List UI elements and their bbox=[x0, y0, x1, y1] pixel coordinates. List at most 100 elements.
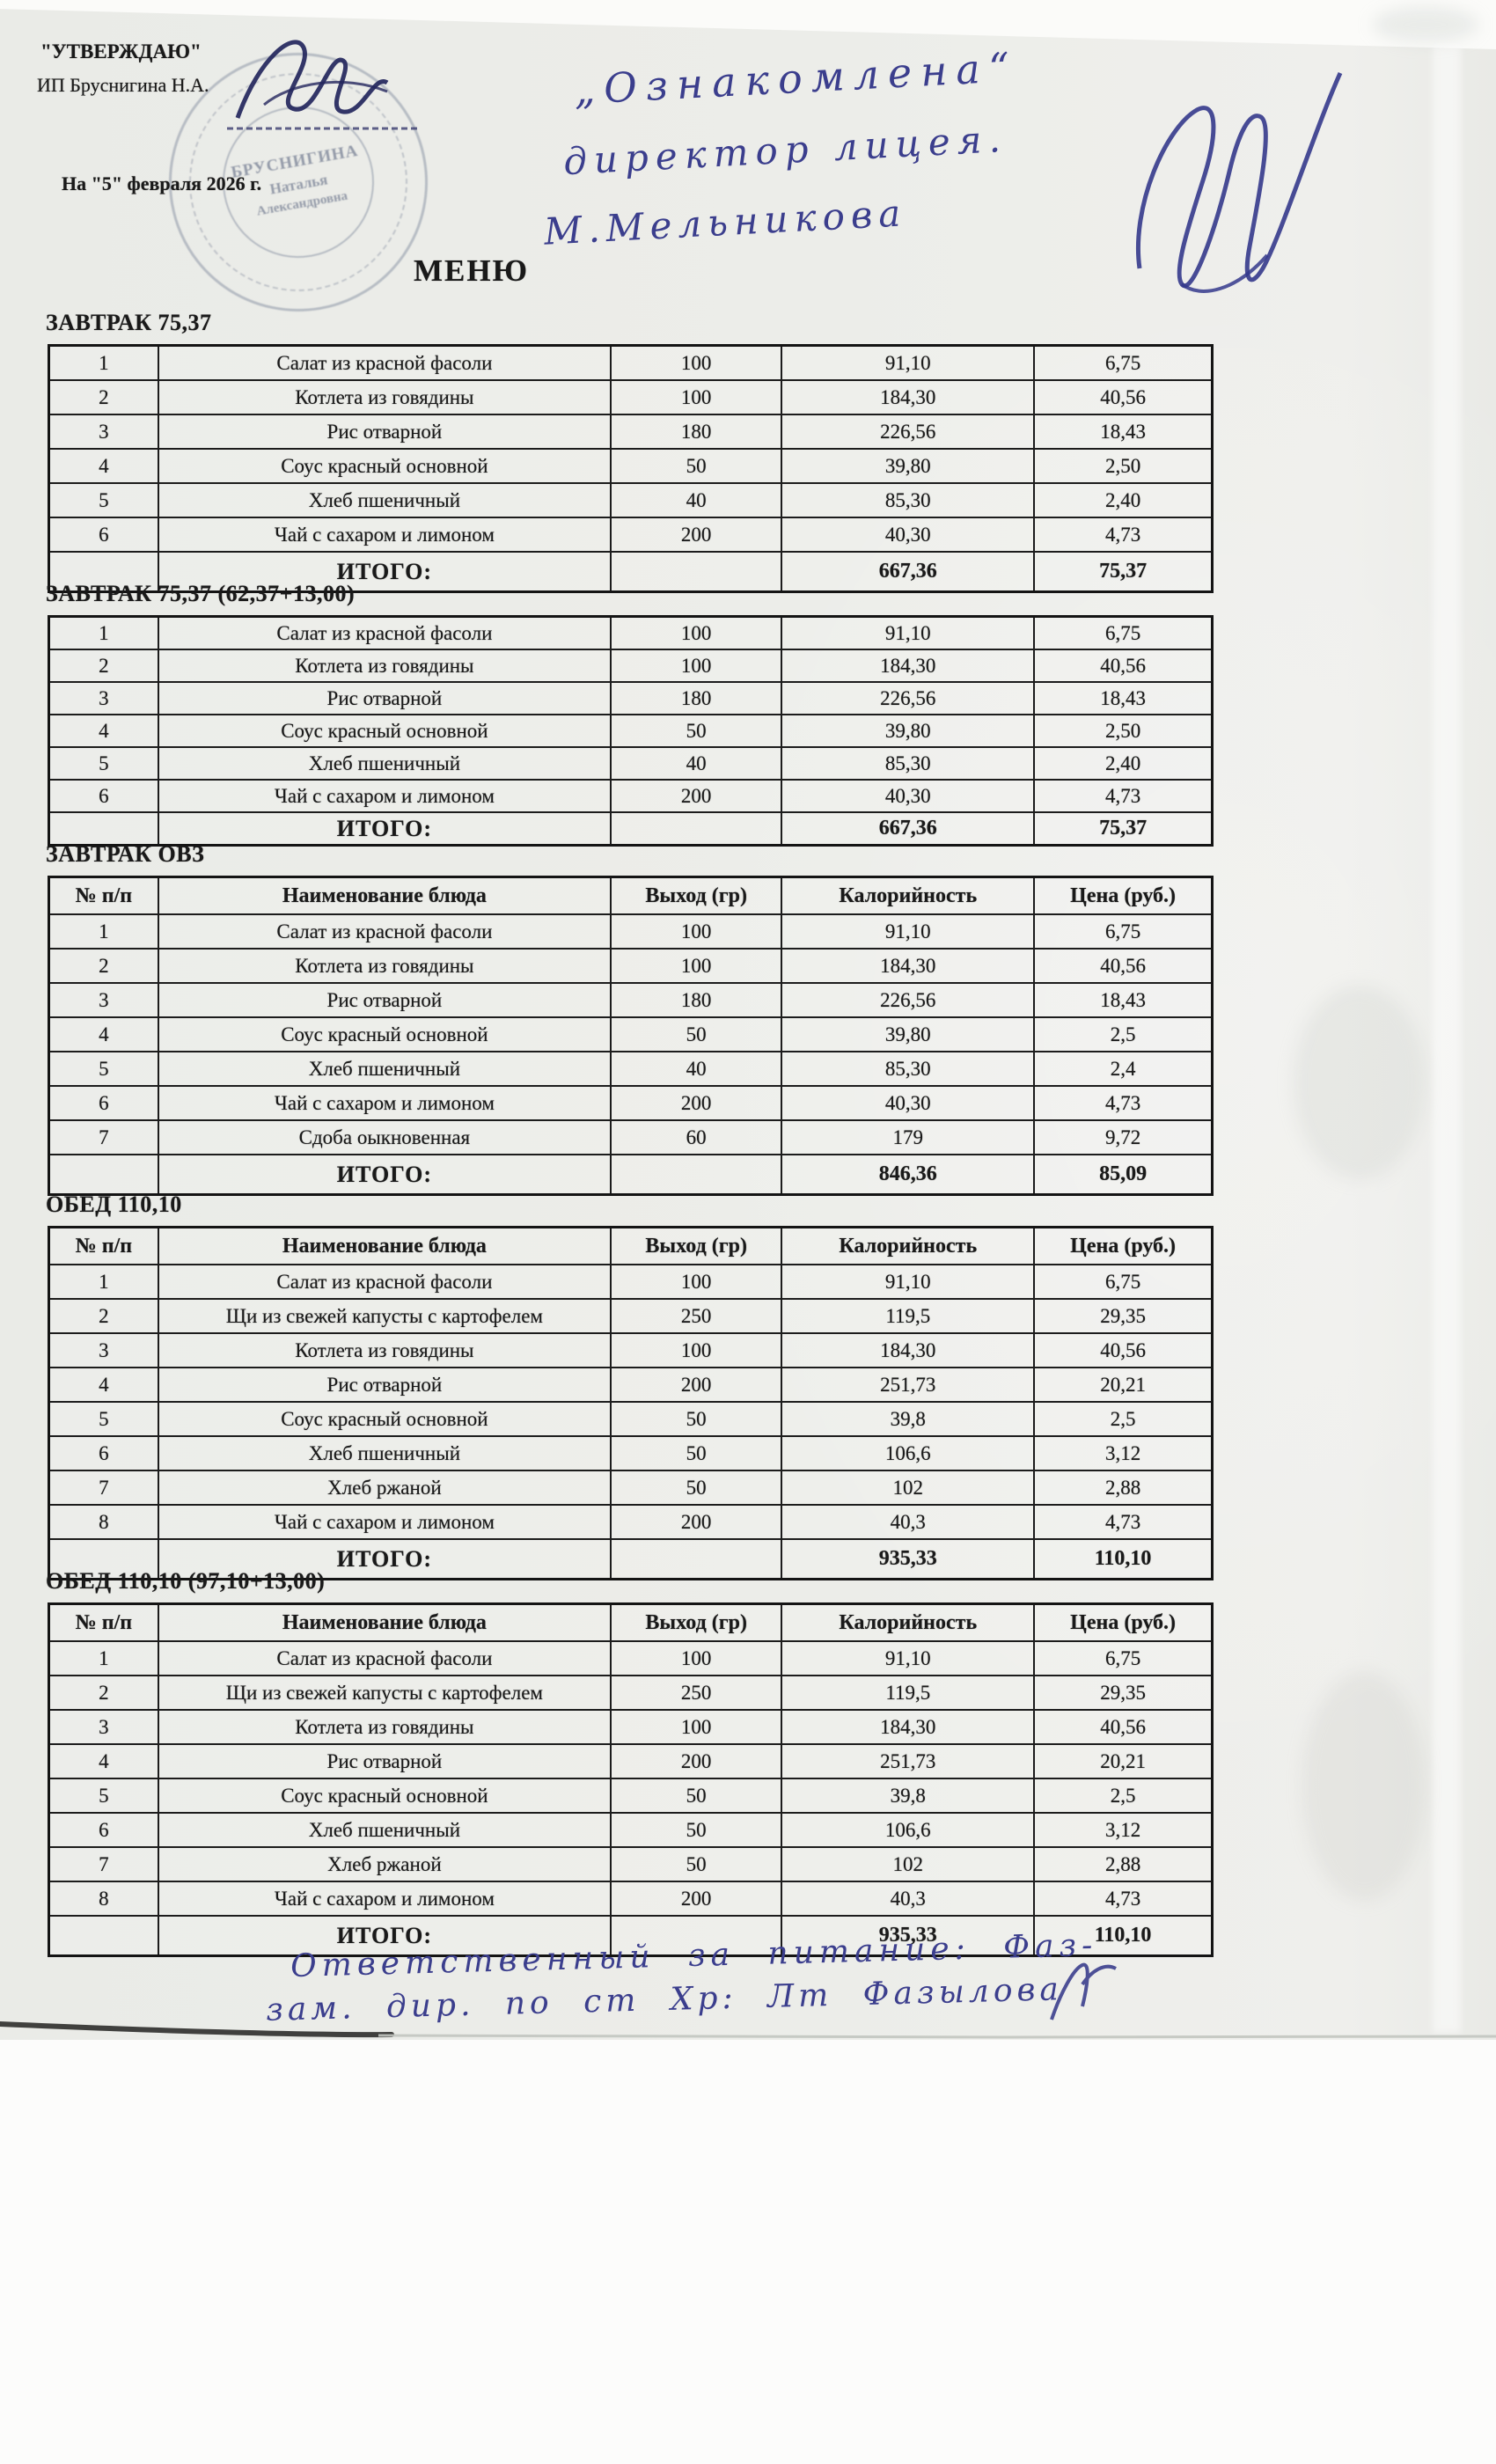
table-cell: Салат из красной фасоли bbox=[157, 344, 612, 381]
table-cell: Чай с сахаром и лимоном bbox=[157, 517, 612, 553]
table-row: 5 Соус красный основной 50 39,8 2,5 bbox=[48, 1778, 1214, 1814]
table-cell: 39,80 bbox=[781, 714, 1036, 748]
scan-light-band bbox=[1433, 44, 1461, 2033]
table-row: 6 Хлеб пшеничный 50 106,6 3,12 bbox=[48, 1812, 1214, 1848]
table-cell: 2,40 bbox=[1033, 746, 1214, 781]
table-cell: 180 bbox=[610, 414, 783, 450]
total-cell: ИТОГО: bbox=[157, 811, 612, 847]
table-cell: 2 bbox=[48, 1298, 159, 1334]
table-row: 2 Щи из свежей капусты с картофелем 250 119… bbox=[48, 1675, 1214, 1711]
table-cell: 200 bbox=[610, 779, 783, 813]
table-cell: Соус красный основной bbox=[157, 1016, 612, 1052]
table-cell: 100 bbox=[610, 913, 783, 950]
table-row: 6 Хлеб пшеничный 50 106,6 3,12 bbox=[48, 1435, 1214, 1471]
table-cell: 91,10 bbox=[781, 344, 1036, 381]
total-cell: ИТОГО: bbox=[157, 1538, 612, 1580]
table-cell: Хлеб пшеничный bbox=[157, 1051, 612, 1087]
table-row: 1 Салат из красной фасоли 100 91,10 6,75 bbox=[48, 344, 1214, 381]
table-cell: Чай с сахаром и лимоном bbox=[157, 1881, 612, 1917]
empty-cell bbox=[610, 1154, 783, 1196]
table-cell: 1 bbox=[48, 1264, 159, 1300]
section-title: ЗАВТРАК 75,37 (62,37+13,00) bbox=[46, 581, 356, 606]
menu-section: ЗАВТРАК 75,37 (62,37+13,00) 1 Салат из кра… bbox=[44, 581, 1219, 847]
empty-cell bbox=[610, 811, 783, 847]
table-cell: 4,73 bbox=[1033, 1881, 1214, 1917]
table-row: 5 Соус красный основной 50 39,8 2,5 bbox=[48, 1401, 1214, 1437]
table-cell: 2,50 bbox=[1033, 448, 1214, 484]
table-cell: 6,75 bbox=[1033, 615, 1214, 650]
table-cell: 226,56 bbox=[781, 681, 1036, 715]
table-cell: Рис отварной bbox=[157, 1367, 612, 1403]
table-cell: 100 bbox=[610, 344, 783, 381]
table-cell: 4 bbox=[48, 1743, 159, 1779]
table-row: 6 Чай с сахаром и лимоном 200 40,30 4,73 bbox=[48, 1085, 1214, 1121]
table-cell: 100 bbox=[610, 1640, 783, 1676]
table-cell: 5 bbox=[48, 746, 159, 781]
table-row: 4 Рис отварной 200 251,73 20,21 bbox=[48, 1367, 1214, 1403]
table-cell: 40,30 bbox=[781, 1085, 1036, 1121]
menu-table: № п/п Наименование блюда Выход (гр) Калорий… bbox=[48, 1602, 1214, 1957]
scan-smudge bbox=[1373, 7, 1478, 42]
total-cell: 110,10 bbox=[1033, 1915, 1214, 1957]
table-cell: 4,73 bbox=[1033, 1504, 1214, 1540]
table-cell: Хлеб ржаной bbox=[157, 1470, 612, 1506]
total-cell: ИТОГО: bbox=[157, 551, 612, 593]
table-cell: Рис отварной bbox=[157, 681, 612, 715]
table-cell: 184,30 bbox=[781, 649, 1036, 683]
table-cell: 250 bbox=[610, 1675, 783, 1711]
empty-cell bbox=[48, 811, 159, 847]
table-row: 1 Салат из красной фасоли 100 91,10 6,75 bbox=[48, 913, 1214, 950]
total-cell: 935,33 bbox=[781, 1538, 1036, 1580]
table-row: 4 Соус красный основной 50 39,80 2,50 bbox=[48, 714, 1214, 748]
table-row: 2 Котлета из говядины 100 184,30 40,56 bbox=[48, 379, 1214, 415]
table-row: 2 Котлета из говядины 100 184,30 40,56 bbox=[48, 649, 1214, 683]
total-row: ИТОГО: 935,33 110,10 bbox=[48, 1538, 1214, 1580]
table-cell: 119,5 bbox=[781, 1675, 1036, 1711]
table-cell: Соус красный основной bbox=[157, 1401, 612, 1437]
table-cell: 1 bbox=[48, 913, 159, 950]
table-cell: 50 bbox=[610, 1846, 783, 1882]
table-cell: 50 bbox=[610, 714, 783, 748]
approver-name: ИП Бруснигина Н.А. bbox=[37, 74, 209, 96]
total-cell: 110,10 bbox=[1033, 1538, 1214, 1580]
table-row: 1 Салат из красной фасоли 100 91,10 6,75 bbox=[48, 1264, 1214, 1300]
table-row: 3 Рис отварной 180 226,56 18,43 bbox=[48, 982, 1214, 1018]
empty-cell bbox=[48, 1154, 159, 1196]
table-cell: 2,88 bbox=[1033, 1846, 1214, 1882]
total-cell: 935,33 bbox=[781, 1915, 1036, 1957]
table-cell: 5 bbox=[48, 1778, 159, 1814]
column-header: Цена (руб.) bbox=[1033, 1226, 1214, 1265]
approve-label: "УТВЕРЖДАЮ" bbox=[40, 40, 202, 62]
table-cell: 7 bbox=[48, 1846, 159, 1882]
table-cell: 3 bbox=[48, 681, 159, 715]
column-header: № п/п bbox=[48, 1226, 159, 1265]
table-cell: 6 bbox=[48, 779, 159, 813]
table-cell: Котлета из говядины bbox=[157, 379, 612, 415]
table-row: 4 Соус красный основной 50 39,80 2,50 bbox=[48, 448, 1214, 484]
table-cell: 4 bbox=[48, 1016, 159, 1052]
table-cell: 5 bbox=[48, 482, 159, 518]
menu-section: ОБЕД 110,10 № п/п Наименование блюда Выход … bbox=[44, 1192, 1219, 1580]
table-cell: 39,80 bbox=[781, 1016, 1036, 1052]
table-cell: 8 bbox=[48, 1881, 159, 1917]
table-cell: 100 bbox=[610, 379, 783, 415]
table-cell: 50 bbox=[610, 1470, 783, 1506]
table-cell: Хлеб ржаной bbox=[157, 1846, 612, 1882]
table-cell: 102 bbox=[781, 1846, 1036, 1882]
table-row: 1 Салат из красной фасоли 100 91,10 6,75 bbox=[48, 1640, 1214, 1676]
table-row: 3 Рис отварной 180 226,56 18,43 bbox=[48, 414, 1214, 450]
table-cell: 100 bbox=[610, 948, 783, 984]
column-header: Наименование блюда bbox=[157, 1226, 612, 1265]
table-cell: Щи из свежей капусты с картофелем bbox=[157, 1298, 612, 1334]
table-cell: 2 bbox=[48, 379, 159, 415]
table-cell: 6,75 bbox=[1033, 344, 1214, 381]
total-cell: 667,36 bbox=[781, 811, 1036, 847]
table-cell: 2 bbox=[48, 1675, 159, 1711]
table-cell: Чай с сахаром и лимоном bbox=[157, 779, 612, 813]
table-cell: 4,73 bbox=[1033, 779, 1214, 813]
table-cell: 2,5 bbox=[1033, 1778, 1214, 1814]
table-cell: 2,40 bbox=[1033, 482, 1214, 518]
total-row: ИТОГО: 846,36 85,09 bbox=[48, 1154, 1214, 1196]
scan-smudge bbox=[1302, 1672, 1426, 1901]
